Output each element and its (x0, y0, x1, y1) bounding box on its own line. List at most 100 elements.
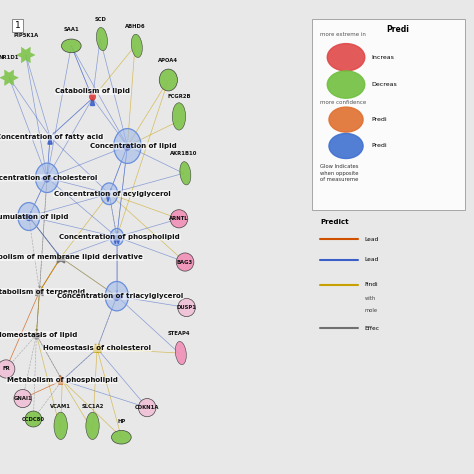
Polygon shape (47, 175, 53, 182)
Text: FR: FR (2, 366, 10, 372)
Ellipse shape (131, 34, 142, 57)
Ellipse shape (175, 341, 186, 365)
Ellipse shape (327, 44, 365, 71)
Ellipse shape (0, 360, 15, 378)
Text: Accumulation of lipid: Accumulation of lipid (0, 213, 68, 219)
Text: APOA4: APOA4 (158, 58, 178, 63)
Polygon shape (57, 256, 63, 263)
Text: more confidence: more confidence (320, 100, 367, 106)
Ellipse shape (138, 399, 156, 417)
Text: Concentration of phospholipid: Concentration of phospholipid (59, 234, 180, 240)
Text: DUSP1: DUSP1 (177, 305, 197, 310)
Ellipse shape (114, 128, 141, 164)
Text: Lead: Lead (365, 237, 379, 242)
Text: CDKN1A: CDKN1A (135, 405, 159, 410)
Text: Increas: Increas (372, 55, 394, 60)
Text: SAA1: SAA1 (64, 27, 79, 32)
Polygon shape (93, 344, 98, 352)
Text: NR1D1: NR1D1 (0, 55, 19, 61)
Polygon shape (29, 214, 35, 220)
Text: VCAM1: VCAM1 (50, 403, 71, 409)
Text: Effec: Effec (365, 326, 380, 330)
Ellipse shape (25, 411, 42, 427)
Polygon shape (91, 97, 95, 106)
Polygon shape (17, 47, 35, 63)
Ellipse shape (176, 253, 194, 271)
Text: BAG3: BAG3 (177, 260, 193, 264)
Text: Predi: Predi (386, 26, 409, 35)
Text: mole: mole (365, 308, 378, 313)
Ellipse shape (36, 163, 59, 192)
Ellipse shape (329, 134, 363, 158)
Polygon shape (0, 70, 18, 85)
Ellipse shape (100, 183, 118, 205)
Ellipse shape (18, 202, 40, 230)
Text: Metabolism of membrane lipid derivative: Metabolism of membrane lipid derivative (0, 255, 143, 261)
Text: Catabolism of lipid: Catabolism of lipid (55, 88, 130, 94)
Polygon shape (37, 289, 43, 296)
Text: STEAP4: STEAP4 (168, 331, 190, 336)
Polygon shape (106, 193, 110, 201)
Text: Homeostasis of cholesterol: Homeostasis of cholesterol (43, 346, 151, 352)
Text: CCDC80: CCDC80 (22, 417, 45, 421)
Text: more extreme in: more extreme in (320, 32, 366, 37)
Text: Decreas: Decreas (372, 82, 397, 87)
Polygon shape (116, 236, 120, 244)
Ellipse shape (178, 299, 195, 317)
Text: Concentration of cholesterol: Concentration of cholesterol (0, 175, 98, 181)
Ellipse shape (173, 103, 186, 130)
Ellipse shape (159, 69, 177, 91)
Ellipse shape (62, 39, 81, 53)
Ellipse shape (90, 93, 96, 100)
Polygon shape (36, 333, 42, 339)
Ellipse shape (105, 282, 128, 311)
Ellipse shape (54, 412, 67, 439)
Text: SCD: SCD (94, 17, 106, 22)
Text: PIP5K1A: PIP5K1A (13, 33, 38, 38)
Polygon shape (59, 376, 63, 384)
Polygon shape (117, 294, 123, 300)
Text: Concentration of acylglycerol: Concentration of acylglycerol (54, 191, 171, 197)
Ellipse shape (170, 210, 188, 228)
Polygon shape (41, 175, 47, 182)
Text: Predict: Predict (320, 219, 349, 225)
Polygon shape (48, 136, 52, 144)
Text: Predi: Predi (372, 117, 387, 122)
Ellipse shape (327, 71, 365, 98)
Text: with: with (365, 296, 376, 301)
Polygon shape (36, 289, 41, 296)
Text: Homeostasis of lipid: Homeostasis of lipid (0, 332, 77, 338)
Text: ARNTL: ARNTL (169, 216, 189, 221)
Text: Metabolism of terpenoid: Metabolism of terpenoid (0, 289, 85, 295)
Text: Concentration of triacylglycerol: Concentration of triacylglycerol (57, 293, 183, 299)
Polygon shape (128, 144, 133, 150)
Text: Glow Indicates
when opposite
of measureme: Glow Indicates when opposite of measurem… (320, 164, 359, 182)
Text: ABHD6: ABHD6 (125, 24, 146, 28)
Text: Concentration of fatty acid: Concentration of fatty acid (0, 134, 104, 140)
Text: Concentration of lipid: Concentration of lipid (90, 143, 177, 149)
Ellipse shape (180, 162, 191, 185)
Ellipse shape (110, 228, 123, 246)
Ellipse shape (86, 412, 99, 439)
Polygon shape (59, 256, 64, 263)
Ellipse shape (14, 390, 32, 408)
Text: 1: 1 (15, 21, 20, 30)
Text: Lead: Lead (365, 257, 379, 262)
Text: GNAI1: GNAI1 (13, 396, 32, 401)
FancyBboxPatch shape (312, 18, 465, 210)
Text: FCGR2B: FCGR2B (167, 94, 191, 99)
Polygon shape (23, 214, 28, 220)
Polygon shape (97, 344, 101, 352)
Ellipse shape (96, 27, 108, 51)
Text: HP: HP (117, 419, 126, 424)
Ellipse shape (111, 430, 131, 444)
Polygon shape (31, 333, 36, 339)
Text: Predi: Predi (372, 144, 387, 148)
Text: SLC1A2: SLC1A2 (82, 403, 104, 409)
Polygon shape (111, 294, 117, 300)
Text: AKR1B10: AKR1B10 (170, 151, 197, 156)
Polygon shape (122, 144, 127, 150)
Polygon shape (113, 236, 118, 244)
Text: Metabolism of phospholipid: Metabolism of phospholipid (7, 377, 118, 383)
Text: Findi: Findi (365, 283, 378, 287)
